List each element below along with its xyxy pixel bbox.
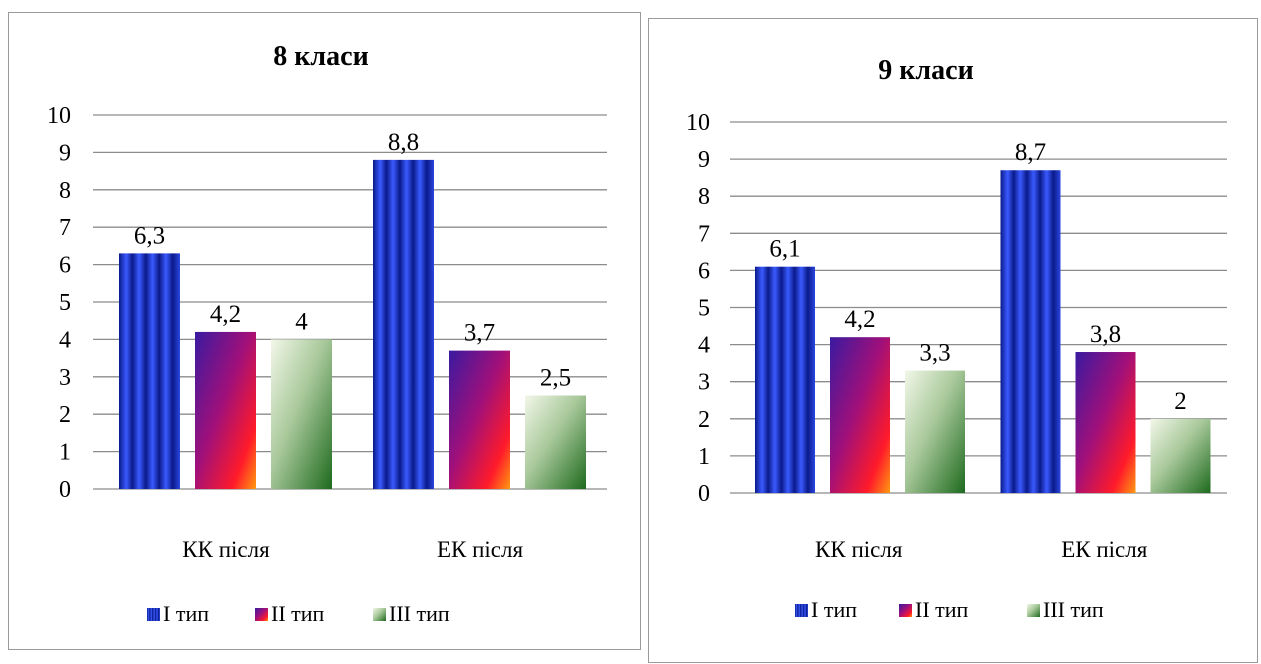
chart-2-ytick-label: 5 <box>698 296 710 322</box>
chart-2-legend-swatch-2 <box>899 604 912 617</box>
chart-2-category-label: ЕК після <box>1061 537 1148 562</box>
chart-2-ytick-label: 9 <box>698 147 710 173</box>
chart-1-ytick-label: 9 <box>59 140 71 166</box>
chart-1-ytick-label: 10 <box>47 103 71 129</box>
chart-2-legend-label: I тип <box>811 597 857 622</box>
chart-1-category-label: ЕК після <box>437 537 524 562</box>
chart-2-data-label: 6,1 <box>769 236 800 263</box>
chart-2-ytick-label: 10 <box>686 110 710 136</box>
chart-1-data-label: 8,8 <box>388 129 419 156</box>
chart-1-legend-swatch-1 <box>147 608 160 621</box>
chart-2-data-label: 4,2 <box>844 306 875 333</box>
chart-1-ytick-label: 7 <box>59 215 71 241</box>
chart-1-ytick-label: 2 <box>59 402 71 428</box>
chart-2-bar-3 <box>1150 418 1211 493</box>
chart-2-ytick-label: 2 <box>698 407 710 433</box>
chart-1-title: 8 класи <box>273 41 368 72</box>
chart-1-legend-label: III тип <box>389 601 450 626</box>
chart-2-bar-2 <box>830 337 890 493</box>
chart-9-klasy: 9 класи 0 1 2 3 4 5 6 7 8 9 10 6,1 4,2 3,3 КК після 8,7 3… <box>648 18 1258 663</box>
chart-1-bar-3 <box>271 339 332 489</box>
chart-2-legend-label: III тип <box>1043 597 1104 622</box>
chart-2-data-label: 3,8 <box>1090 321 1121 348</box>
chart-8-klasy: 8 класи 0 1 2 3 4 5 6 7 8 9 10 6,3 4,2 4 КК після 8,8 3,7… <box>8 12 641 650</box>
chart-1-data-label: 3,7 <box>464 320 495 347</box>
chart-1-data-label: 6,3 <box>134 222 165 249</box>
chart-1-ytick-label: 1 <box>59 440 71 466</box>
chart-2-ytick-label: 1 <box>698 444 710 470</box>
chart-2-category-label: КК після <box>815 537 903 562</box>
chart-1-bar-3 <box>525 395 586 489</box>
chart-1-legend-label: II тип <box>271 601 325 626</box>
chart-1-category-label: КК після <box>182 537 270 562</box>
chart-2-data-label: 2 <box>1174 388 1187 415</box>
chart-2-legend-swatch-3 <box>1027 604 1040 617</box>
chart-1-ytick-label: 5 <box>59 290 71 316</box>
chart-1-ytick-label: 3 <box>59 365 71 391</box>
chart-2-data-label: 8,7 <box>1015 139 1046 166</box>
chart-2-ytick-label: 4 <box>698 333 710 359</box>
chart-8-klasy-svg: 8 класи 0 1 2 3 4 5 6 7 8 9 10 6,3 4,2 4 КК після 8,8 3,7… <box>47 41 607 626</box>
chart-1-data-label: 4,2 <box>210 301 241 328</box>
chart-2-ytick-label: 0 <box>698 481 710 507</box>
chart-2-legend-label: II тип <box>915 597 969 622</box>
chart-2-ytick-label: 3 <box>698 370 710 396</box>
chart-2-bar-2 <box>1075 352 1136 493</box>
chart-2-ytick-label: 8 <box>698 184 710 210</box>
chart-1-data-label: 4 <box>295 308 308 335</box>
chart-2-bar-1 <box>755 266 815 493</box>
chart-2-ytick-label: 7 <box>698 221 710 247</box>
chart-2-data-label: 3,3 <box>919 340 950 367</box>
chart-1-legend-swatch-2 <box>255 608 268 621</box>
chart-2-ytick-label: 6 <box>698 258 710 284</box>
chart-2-legend-swatch-1 <box>795 604 808 617</box>
chart-9-klasy-svg: 9 класи 0 1 2 3 4 5 6 7 8 9 10 6,1 4,2 3,3 КК після 8,7 3… <box>686 55 1227 622</box>
chart-1-legend-label: I тип <box>163 601 209 626</box>
chart-1-ytick-label: 0 <box>59 477 71 503</box>
chart-1-ytick-label: 6 <box>59 253 71 279</box>
chart-1-bar-1 <box>119 253 180 489</box>
chart-1-bar-1 <box>373 159 434 489</box>
chart-2-bar-1 <box>1000 170 1061 494</box>
chart-1-ytick-label: 8 <box>59 178 71 204</box>
chart-2-title: 9 класи <box>878 55 973 86</box>
chart-1-legend-swatch-3 <box>373 608 386 621</box>
chart-1-bar-2 <box>195 331 256 489</box>
chart-1-bar-2 <box>449 350 510 489</box>
chart-1-data-label: 2,5 <box>540 365 571 392</box>
chart-1-ytick-label: 4 <box>59 327 71 353</box>
chart-2-bar-3 <box>905 370 965 493</box>
